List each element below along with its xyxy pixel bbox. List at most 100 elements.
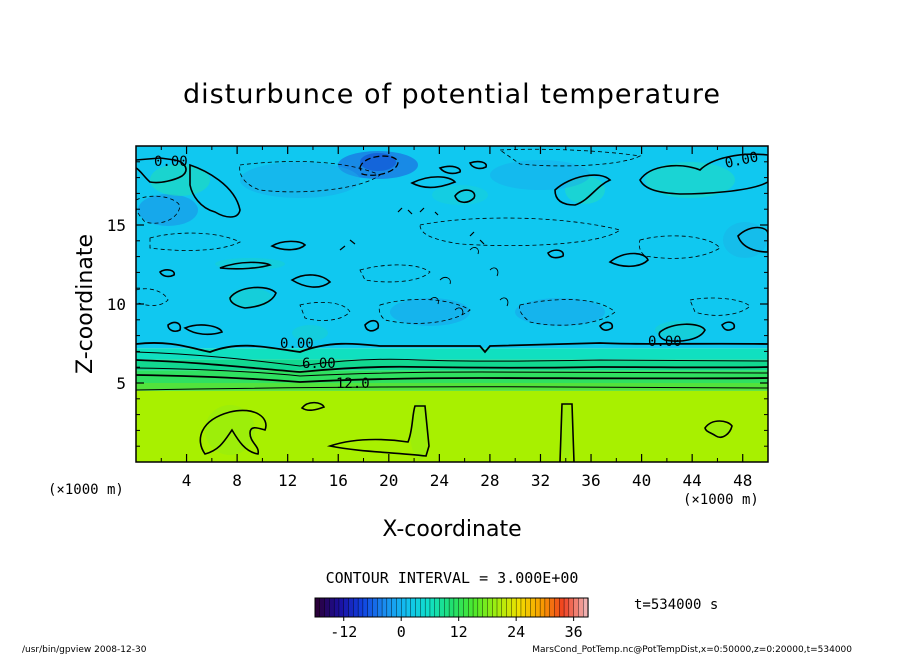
- x-axis-ticks: 4 8 12 16 20 24 28 32 36 40 44 48: [160, 146, 752, 490]
- x-tick-label: 12: [278, 471, 297, 490]
- y-axis-label: Z-coordinate: [73, 234, 98, 374]
- x-tick-label: 16: [329, 471, 348, 490]
- colorbar-swatch: [448, 597, 455, 618]
- colorbar-swatch: [391, 597, 398, 618]
- colorbar-swatch: [415, 597, 421, 618]
- contour-label: 0.00: [648, 334, 682, 350]
- colorbar-swatch: [573, 597, 580, 618]
- colorbar-swatch: [477, 597, 484, 618]
- colorbar-swatch: [401, 597, 407, 618]
- colorbar-swatch: [381, 597, 388, 618]
- y-tick-label: 10: [107, 295, 126, 314]
- x-tick-label: 44: [683, 471, 702, 490]
- colorbar-swatches: [314, 597, 589, 618]
- colorbar-swatch: [544, 597, 551, 618]
- x-tick-label: 28: [480, 471, 499, 490]
- colorbar-swatch: [463, 597, 469, 618]
- colorbar-swatch: [520, 597, 527, 618]
- colorbar-swatch: [530, 597, 536, 618]
- colorbar-swatch: [535, 597, 541, 618]
- x-tick-label: 4: [182, 471, 192, 490]
- field-band: [136, 359, 768, 371]
- plot-area: 0.00 0.00 0.00 0.00 6.00 12.0: [136, 146, 768, 462]
- contour-label: 12.0: [336, 376, 370, 392]
- footer-left: /usr/bin/gpview 2008-12-30: [22, 645, 147, 654]
- colorbar-swatch: [314, 597, 321, 618]
- colorbar-swatch: [501, 597, 508, 618]
- colorbar-swatch: [487, 597, 493, 618]
- colorbar-swatch: [482, 597, 489, 618]
- x-tick-label: 20: [379, 471, 398, 490]
- contour-label: 0.00: [280, 336, 314, 352]
- y-tick-label: 15: [107, 216, 126, 235]
- colorbar-swatch: [525, 597, 532, 618]
- chart-title: disturbunce of potential temperature: [183, 79, 721, 110]
- colorbar-swatch: [343, 597, 350, 618]
- colorbar-swatch: [357, 597, 364, 618]
- colorbar: -12 0 12 24 36: [314, 597, 589, 641]
- contour-lines: [136, 148, 768, 462]
- colorbar-swatch: [458, 597, 465, 618]
- x-tick-label: 40: [632, 471, 651, 490]
- colorbar-swatch: [424, 597, 431, 618]
- colorbar-swatch: [578, 597, 584, 618]
- colorbar-swatch: [563, 597, 570, 618]
- colorbar-swatch: [367, 597, 374, 618]
- field-band: [136, 370, 768, 383]
- colorbar-swatch: [511, 597, 517, 618]
- y-tick-label: 5: [116, 374, 126, 393]
- colorbar-swatch: [319, 597, 326, 618]
- x-unit-left: (×1000 m): [48, 482, 124, 498]
- colorbar-swatch: [559, 597, 565, 618]
- colorbar-swatch: [515, 597, 522, 618]
- colorbar-swatch: [329, 597, 335, 618]
- colorbar-swatch: [472, 597, 479, 618]
- colorbar-swatch: [386, 597, 393, 618]
- x-unit-right: (×1000 m): [683, 492, 759, 508]
- colorbar-swatch: [554, 597, 560, 618]
- contour-label: 6.00: [302, 356, 336, 372]
- colorbar-tick-label: 24: [507, 623, 525, 641]
- contour-label: 0.00: [724, 149, 760, 172]
- contour-labels: 0.00 0.00 0.00 0.00 6.00 12.0: [154, 149, 760, 392]
- time-label: t=534000 s: [634, 597, 718, 613]
- colorbar-swatch: [539, 597, 546, 618]
- colorbar-swatch: [444, 597, 450, 618]
- colorbar-swatch: [377, 597, 383, 618]
- colorbar-tick-label: 12: [450, 623, 468, 641]
- colorbar-swatch: [420, 597, 426, 618]
- field-texture: [138, 151, 767, 460]
- colorbar-swatch: [453, 597, 460, 618]
- colorbar-swatch: [549, 597, 556, 618]
- colorbar-swatch: [324, 597, 330, 618]
- colorbar-swatch: [353, 597, 359, 618]
- field-band: [136, 348, 768, 360]
- y-axis-ticks: 5 10 15: [107, 161, 768, 447]
- colorbar-tick-label: 0: [397, 623, 406, 641]
- colorbar-swatch: [434, 597, 441, 618]
- x-tick-label: 24: [430, 471, 449, 490]
- x-tick-label: 48: [733, 471, 752, 490]
- colorbar-ticks: -12 0 12 24 36: [330, 617, 583, 641]
- contour-interval-text: CONTOUR INTERVAL = 3.000E+00: [326, 569, 579, 587]
- footer-right: MarsCond_PotTemp.nc@PotTempDist,x=0:5000…: [532, 645, 852, 654]
- x-tick-label: 36: [581, 471, 600, 490]
- colorbar-swatch: [496, 597, 503, 618]
- contour-label: 0.00: [154, 154, 188, 170]
- colorbar-swatch: [396, 597, 402, 618]
- colorbar-swatch: [439, 597, 445, 618]
- x-tick-label: 32: [531, 471, 550, 490]
- colorbar-swatch: [348, 597, 354, 618]
- colorbar-swatch: [372, 597, 378, 618]
- colorbar-swatch: [568, 597, 575, 618]
- colorbar-swatch: [429, 597, 436, 618]
- colorbar-swatch: [362, 597, 369, 618]
- colorbar-tick-label: 36: [565, 623, 583, 641]
- colorbar-swatch: [492, 597, 498, 618]
- colorbar-swatch: [410, 597, 417, 618]
- colorbar-swatch: [405, 597, 412, 618]
- colorbar-frame: [314, 597, 589, 618]
- colorbar-tick-label: -12: [330, 623, 357, 641]
- x-tick-label: 8: [232, 471, 242, 490]
